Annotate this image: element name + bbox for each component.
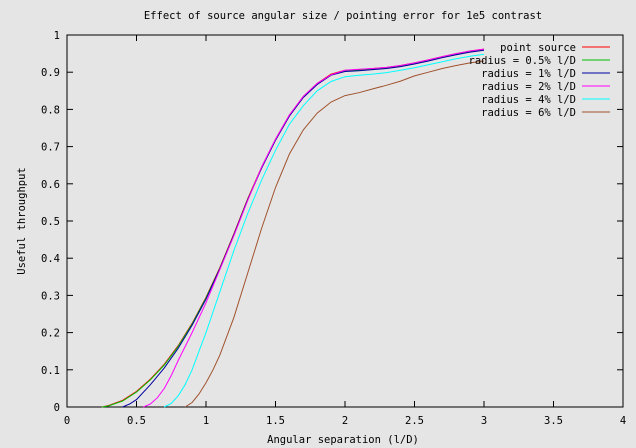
y-tick-label: 0 — [54, 402, 60, 414]
x-tick-label: 2.5 — [405, 415, 424, 427]
x-axis: 0 0.5 1 1.5 2 2.5 3 3.5 4 — [64, 35, 626, 427]
x-tick-label: 4 — [620, 415, 626, 427]
series-line-4 — [164, 53, 485, 408]
series-line-0 — [101, 48, 485, 408]
legend-label: radius = 4% l/D — [481, 94, 576, 106]
y-tick-label: 0.7 — [41, 142, 60, 154]
series-lines — [101, 48, 485, 408]
y-tick-label: 0.5 — [41, 216, 60, 228]
y-tick-label: 1 — [54, 30, 60, 42]
series-line-3 — [143, 48, 485, 408]
legend-label: radius = 2% l/D — [481, 81, 576, 93]
series-line-2 — [122, 49, 485, 408]
y-tick-label: 0.1 — [41, 365, 60, 377]
x-tick-label: 0.5 — [127, 415, 146, 427]
chart-title: Effect of source angular size / pointing… — [144, 10, 542, 22]
x-tick-label: 1.5 — [266, 415, 285, 427]
legend-label: point source — [500, 42, 576, 54]
series-line-5 — [184, 60, 485, 408]
x-tick-label: 1 — [203, 415, 209, 427]
y-tick-label: 0.9 — [41, 67, 60, 79]
x-tick-label: 2 — [342, 415, 348, 427]
y-tick-label: 0.2 — [41, 328, 60, 340]
legend-label: radius = 6% l/D — [481, 107, 576, 119]
y-axis: 0 0.1 0.2 0.3 0.4 0.5 0.6 0.7 0.8 0.9 1 — [41, 30, 623, 414]
y-axis-label: Useful throughput — [16, 167, 28, 274]
x-tick-label: 3.5 — [544, 415, 563, 427]
y-tick-label: 0.6 — [41, 179, 60, 191]
y-tick-label: 0.3 — [41, 290, 60, 302]
legend-label: radius = 1% l/D — [481, 68, 576, 80]
series-line-1 — [101, 49, 485, 408]
y-tick-label: 0.4 — [41, 253, 60, 265]
x-tick-label: 3 — [481, 415, 487, 427]
x-axis-label: Angular separation (l/D) — [267, 434, 419, 446]
x-tick-label: 0 — [64, 415, 70, 427]
y-tick-label: 0.8 — [41, 104, 60, 116]
legend-label: radius = 0.5% l/D — [469, 55, 576, 67]
